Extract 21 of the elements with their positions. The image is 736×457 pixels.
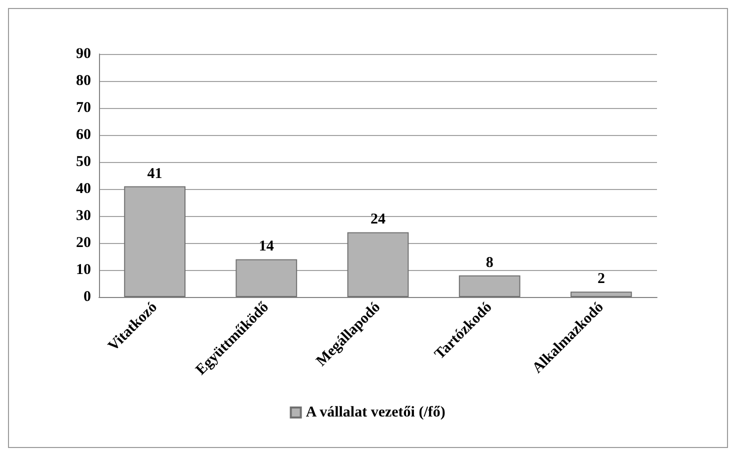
y-tick-label: 0 — [84, 289, 91, 305]
data-label: 41 — [147, 166, 162, 182]
data-label: 14 — [258, 238, 274, 255]
y-tick-label: 90 — [76, 46, 91, 62]
y-tick-label: 80 — [76, 73, 91, 89]
y-tick-label: 40 — [76, 181, 91, 197]
bar — [124, 186, 186, 297]
bar — [570, 292, 632, 297]
bar — [347, 232, 409, 297]
data-label: 8 — [486, 254, 494, 271]
y-tick-label: 70 — [76, 100, 91, 116]
legend-label: A vállalat vezetői (/fő) — [306, 404, 446, 420]
data-label: 2 — [597, 271, 605, 288]
y-tick-label: 50 — [76, 154, 91, 170]
y-tick-label: 10 — [76, 262, 91, 278]
y-tick-label: 20 — [76, 235, 91, 251]
y-tick-label: 30 — [76, 208, 91, 224]
bar — [458, 275, 520, 297]
data-label: 24 — [370, 212, 386, 228]
y-tick-label: 60 — [76, 127, 91, 143]
bar — [236, 259, 298, 297]
